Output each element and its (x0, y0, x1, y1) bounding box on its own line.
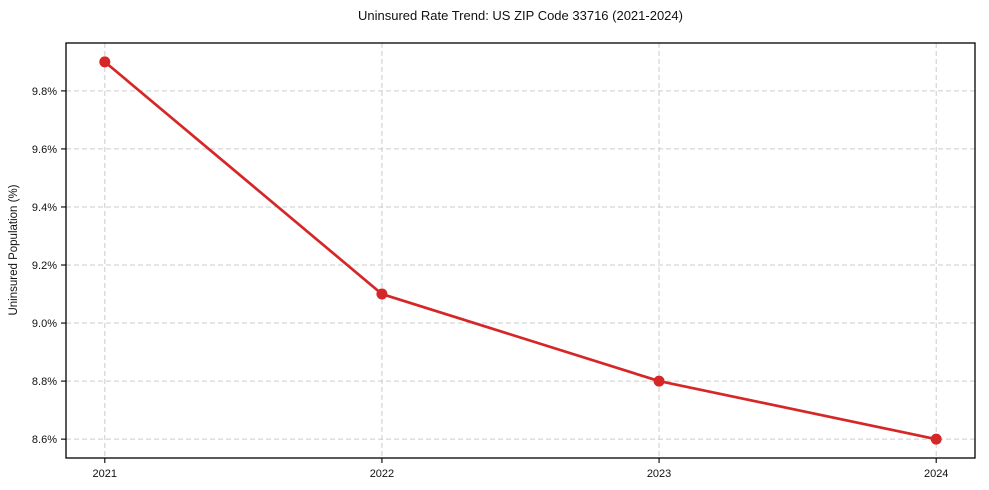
y-tick-label: 8.6% (32, 434, 57, 446)
y-tick-label: 9.4% (32, 202, 57, 214)
data-point-2024 (930, 433, 942, 445)
y-tick-label: 9.2% (32, 260, 57, 272)
x-tick-label: 2023 (647, 468, 671, 480)
y-tick-label: 9.6% (32, 144, 57, 156)
data-point-2022 (376, 288, 388, 300)
y-tick-label: 8.8% (32, 376, 57, 388)
data-point-2023 (653, 375, 665, 387)
chart-title: Uninsured Rate Trend: US ZIP Code 33716 … (358, 8, 683, 23)
x-tick-label: 2024 (924, 468, 948, 480)
x-tick-label: 2022 (370, 468, 394, 480)
data-point-2021 (99, 56, 111, 68)
y-tick-label: 9.0% (32, 318, 57, 330)
plot-area-border (65, 42, 976, 459)
trend-line (103, 60, 938, 441)
x-tick-label: 2021 (93, 468, 117, 480)
y-tick-label: 9.8% (32, 86, 57, 98)
